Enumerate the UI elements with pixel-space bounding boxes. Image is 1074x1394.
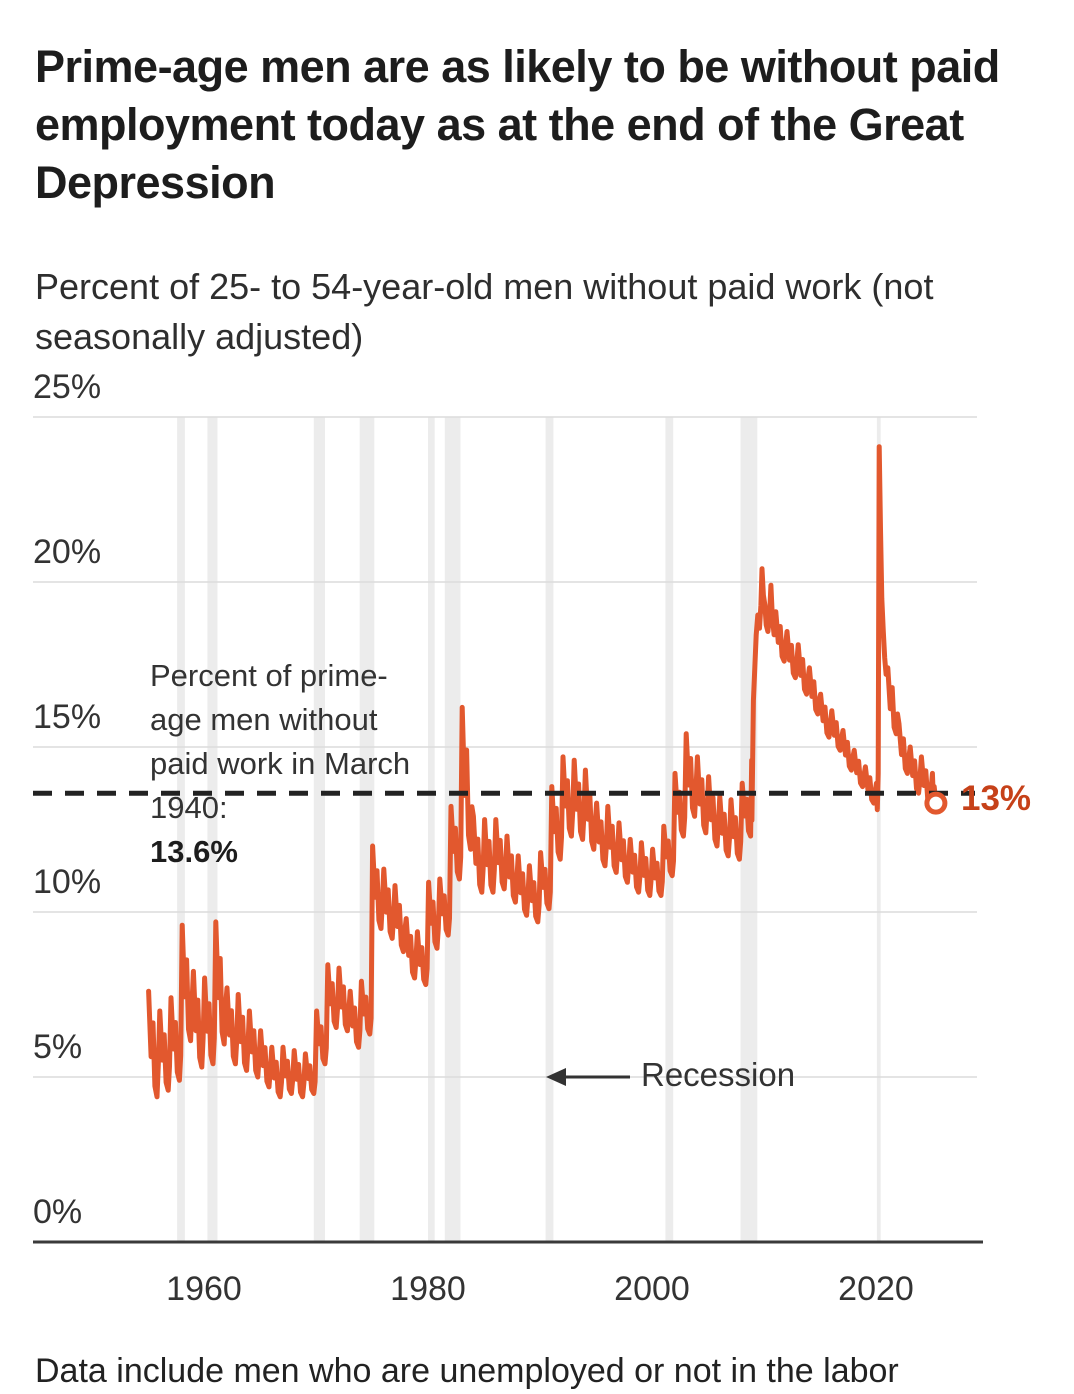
- recession-band: [428, 417, 435, 1242]
- recession-band: [177, 417, 185, 1242]
- recession-band: [665, 417, 674, 1242]
- x-tick-label: 2000: [614, 1270, 690, 1308]
- recession-band: [313, 417, 325, 1242]
- page-subtitle: Percent of 25- to 54-year-old men withou…: [35, 266, 934, 357]
- x-tick-label: 1960: [166, 1270, 242, 1308]
- nonemployment-line: [146, 444, 939, 1100]
- page-title: Prime-age men are as likely to be withou…: [35, 41, 1000, 209]
- reference-annotation-value: 13.6%: [150, 834, 238, 869]
- recession-band: [207, 417, 218, 1242]
- recession-arrow-head: [546, 1068, 566, 1086]
- y-tick-label: 20%: [33, 533, 102, 571]
- reference-annotation-text: Percent of prime-age men without paid wo…: [150, 658, 411, 825]
- y-tick-label: 10%: [33, 863, 102, 901]
- y-tick-label: 15%: [33, 698, 102, 736]
- x-tick-label: 1980: [390, 1270, 466, 1308]
- footer-note: Data include men who are unemployed or n…: [35, 1352, 899, 1390]
- recession-annotation-label: Recession: [641, 1056, 796, 1093]
- x-tick-label: 2020: [838, 1270, 914, 1308]
- reference-annotation: Percent of prime-age men without paid wo…: [150, 654, 432, 874]
- y-tick-label: 25%: [33, 368, 102, 406]
- recession-band: [876, 417, 881, 1242]
- end-value-label: 13%: [961, 779, 1032, 818]
- y-tick-label: 5%: [33, 1028, 83, 1066]
- end-point-marker: [924, 791, 948, 815]
- y-tick-label: 0%: [33, 1193, 83, 1231]
